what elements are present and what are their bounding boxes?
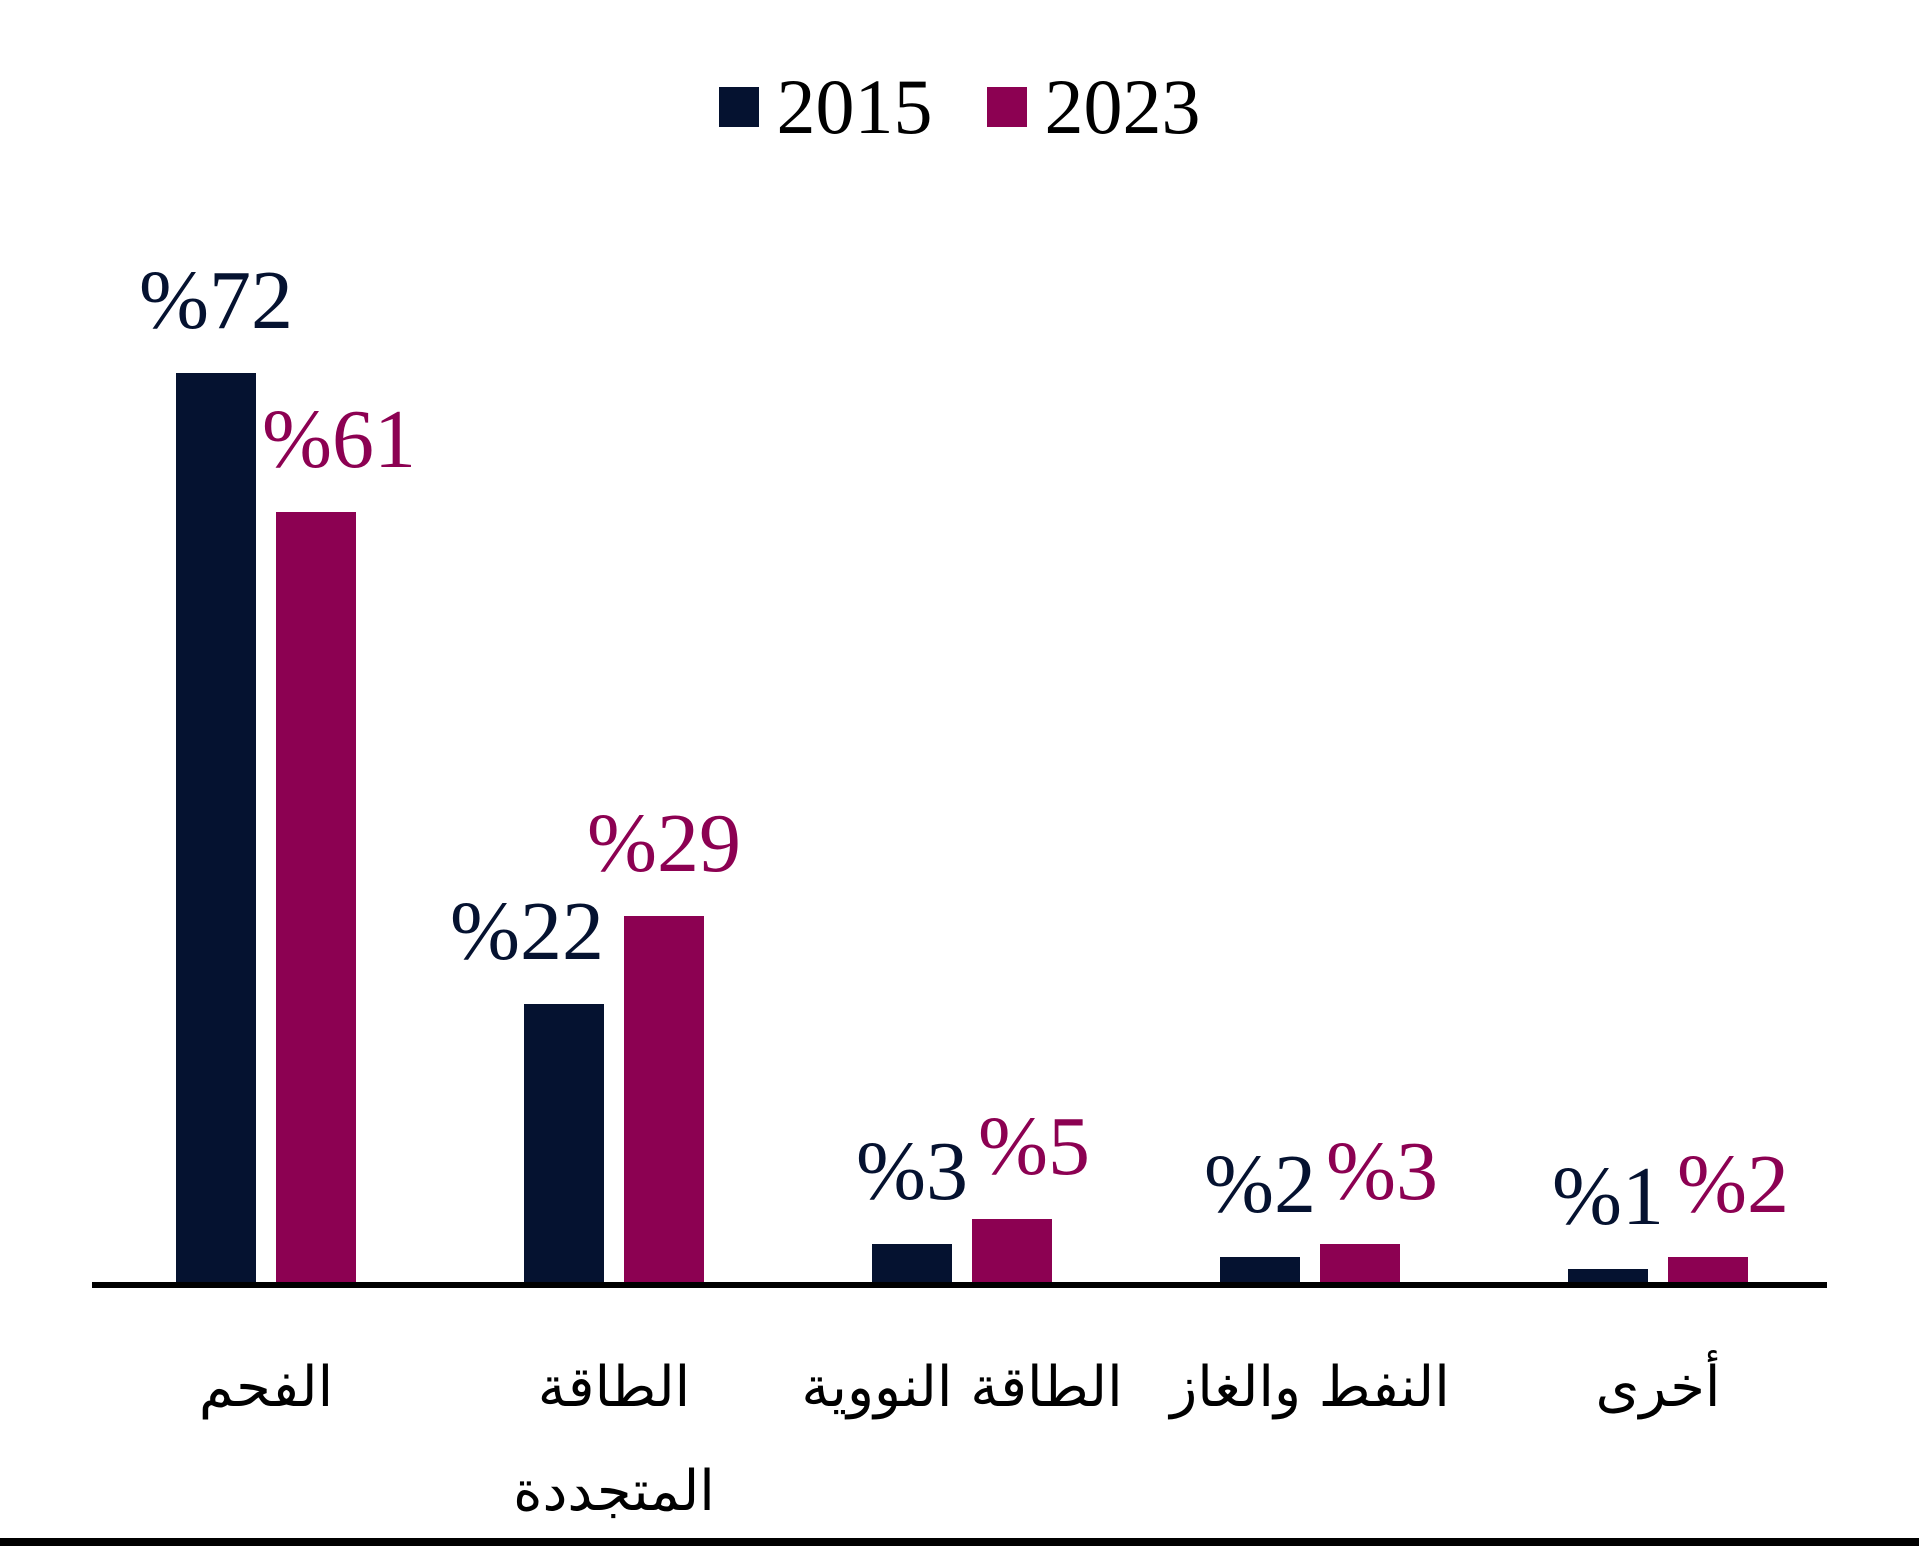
bar-2015-oil-gas bbox=[1220, 1257, 1300, 1282]
bottom-border-line bbox=[0, 1538, 1919, 1546]
data-label-2015-coal: %72 bbox=[139, 254, 293, 347]
category-label-coal: الفحم bbox=[198, 1355, 334, 1420]
data-label-2023-renewables: %29 bbox=[587, 797, 741, 890]
legend-item-2015: 2015 bbox=[718, 63, 933, 150]
data-label-2015-oil-gas: %2 bbox=[1204, 1138, 1316, 1231]
bar-2023-nuclear bbox=[972, 1219, 1052, 1282]
data-label-2023-coal: %61 bbox=[262, 393, 416, 486]
data-label-2023-other: %2 bbox=[1677, 1138, 1789, 1231]
data-label-2023-nuclear: %5 bbox=[978, 1100, 1090, 1193]
legend-label-2023: 2023 bbox=[1044, 63, 1201, 150]
bar-2015-other bbox=[1568, 1269, 1648, 1282]
x-axis-line bbox=[92, 1282, 1827, 1288]
data-label-2015-nuclear: %3 bbox=[856, 1125, 968, 1218]
category-label-oil-gas: النفط والغاز bbox=[1170, 1355, 1450, 1420]
category-label-renewables: الطاقة المتجددة bbox=[513, 1355, 715, 1524]
bar-2023-other bbox=[1668, 1257, 1748, 1282]
bar-2023-oil-gas bbox=[1320, 1244, 1400, 1282]
category-label-other: أخرى bbox=[1595, 1355, 1721, 1420]
legend-swatch-2023-icon bbox=[986, 87, 1027, 127]
bar-2023-coal bbox=[276, 512, 356, 1282]
bar-2015-nuclear bbox=[872, 1244, 952, 1282]
bar-2015-renewables bbox=[524, 1004, 604, 1282]
bar-2015-coal bbox=[176, 373, 256, 1282]
data-label-2015-other: %1 bbox=[1552, 1150, 1664, 1243]
category-label-nuclear: الطاقة النووية bbox=[801, 1355, 1123, 1420]
chart-legend: 2015 2023 bbox=[0, 68, 1919, 146]
bar-2023-renewables bbox=[624, 916, 704, 1282]
data-label-2023-oil-gas: %3 bbox=[1326, 1125, 1438, 1218]
data-label-2015-renewables: %22 bbox=[450, 885, 604, 978]
legend-swatch-2015-icon bbox=[718, 87, 759, 127]
legend-label-2015: 2015 bbox=[776, 63, 933, 150]
legend-item-2023: 2023 bbox=[986, 63, 1201, 150]
